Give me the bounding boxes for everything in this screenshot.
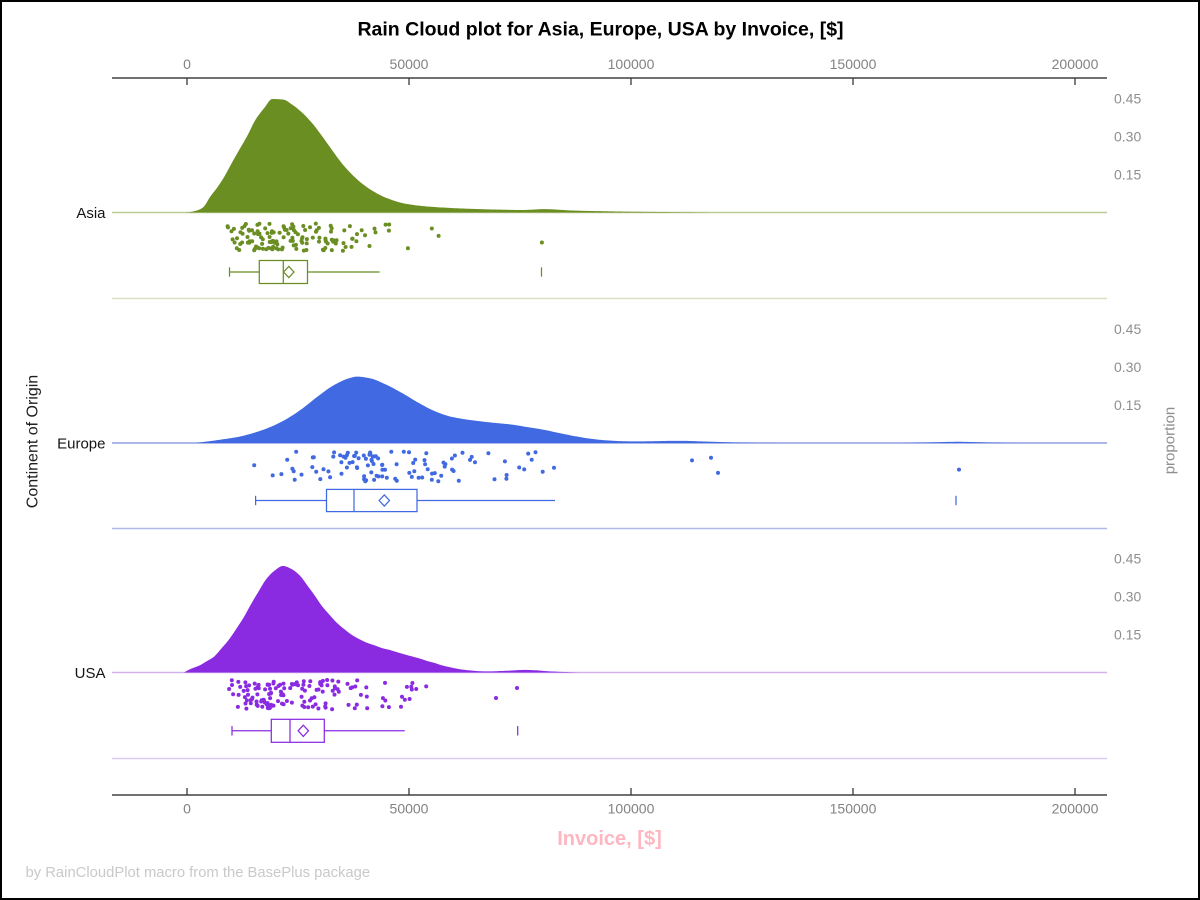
svg-text:0.45: 0.45 bbox=[1114, 91, 1141, 107]
svg-text:0.45: 0.45 bbox=[1114, 551, 1141, 567]
svg-text:proportion: proportion bbox=[1162, 407, 1179, 475]
svg-text:100000: 100000 bbox=[608, 56, 655, 72]
svg-text:100000: 100000 bbox=[608, 801, 655, 817]
svg-text:150000: 150000 bbox=[830, 801, 877, 817]
svg-text:0.15: 0.15 bbox=[1114, 627, 1141, 643]
svg-text:Asia: Asia bbox=[76, 205, 106, 222]
svg-text:Invoice, [$]: Invoice, [$] bbox=[557, 828, 661, 850]
svg-text:0: 0 bbox=[183, 801, 191, 817]
svg-text:0.15: 0.15 bbox=[1114, 397, 1141, 413]
svg-text:200000: 200000 bbox=[1052, 801, 1099, 817]
svg-text:0.15: 0.15 bbox=[1114, 167, 1141, 183]
svg-text:Rain Cloud plot for Asia, Euro: Rain Cloud plot for Asia, Europe, USA by… bbox=[357, 19, 843, 41]
svg-text:Europe: Europe bbox=[57, 436, 105, 453]
svg-text:0.45: 0.45 bbox=[1114, 321, 1141, 337]
svg-text:USA: USA bbox=[75, 665, 106, 682]
svg-text:150000: 150000 bbox=[830, 56, 877, 72]
svg-text:Continent of Origin: Continent of Origin bbox=[25, 375, 42, 508]
svg-text:0.30: 0.30 bbox=[1114, 129, 1141, 145]
svg-text:50000: 50000 bbox=[390, 801, 429, 817]
svg-text:200000: 200000 bbox=[1052, 56, 1099, 72]
svg-text:0: 0 bbox=[183, 56, 191, 72]
svg-text:0.30: 0.30 bbox=[1114, 359, 1141, 375]
svg-text:50000: 50000 bbox=[390, 56, 429, 72]
svg-text:0.30: 0.30 bbox=[1114, 589, 1141, 605]
svg-text:by RainCloudPlot macro from th: by RainCloudPlot macro from the BasePlus… bbox=[26, 865, 371, 881]
